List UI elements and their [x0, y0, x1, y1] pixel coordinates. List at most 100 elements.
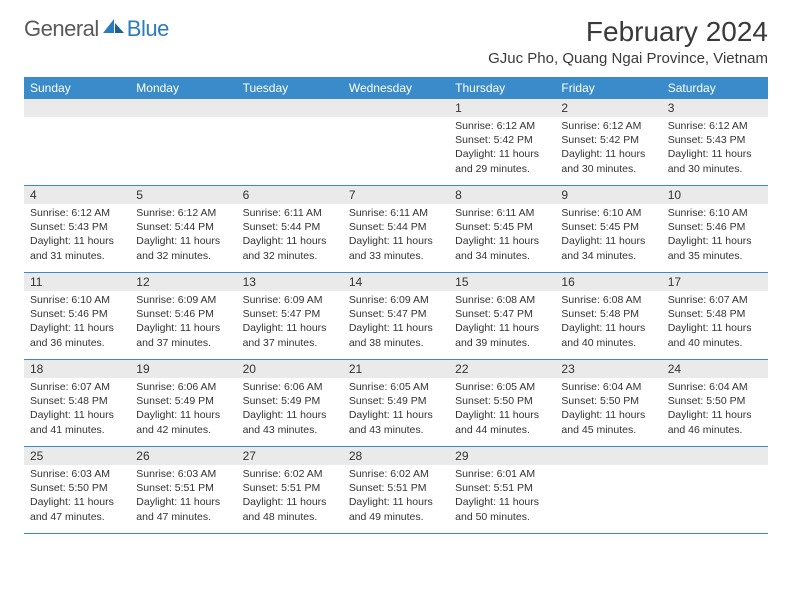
day-number: 15 — [449, 273, 555, 291]
calendar-cell: 15Sunrise: 6:08 AMSunset: 5:47 PMDayligh… — [449, 273, 555, 359]
cell-body: Sunrise: 6:09 AMSunset: 5:47 PMDaylight:… — [343, 291, 449, 354]
sunrise-text: Sunrise: 6:12 AM — [136, 206, 230, 220]
sunrise-text: Sunrise: 6:02 AM — [243, 467, 337, 481]
day-number: 23 — [555, 360, 661, 378]
calendar-cell: 24Sunrise: 6:04 AMSunset: 5:50 PMDayligh… — [662, 360, 768, 446]
sunrise-text: Sunrise: 6:10 AM — [668, 206, 762, 220]
cell-body: Sunrise: 6:07 AMSunset: 5:48 PMDaylight:… — [662, 291, 768, 354]
daylight1-text: Daylight: 11 hours — [136, 234, 230, 248]
day-number — [24, 99, 130, 117]
day-number: 26 — [130, 447, 236, 465]
calendar-cell: 5Sunrise: 6:12 AMSunset: 5:44 PMDaylight… — [130, 186, 236, 272]
daylight1-text: Daylight: 11 hours — [349, 408, 443, 422]
daylight2-text: and 43 minutes. — [243, 423, 337, 437]
daylight1-text: Daylight: 11 hours — [30, 495, 124, 509]
cell-body: Sunrise: 6:06 AMSunset: 5:49 PMDaylight:… — [237, 378, 343, 441]
calendar-cell: 28Sunrise: 6:02 AMSunset: 5:51 PMDayligh… — [343, 447, 449, 533]
calendar-cell: 10Sunrise: 6:10 AMSunset: 5:46 PMDayligh… — [662, 186, 768, 272]
day-number: 8 — [449, 186, 555, 204]
sunset-text: Sunset: 5:50 PM — [30, 481, 124, 495]
daylight2-text: and 32 minutes. — [136, 249, 230, 263]
sunset-text: Sunset: 5:50 PM — [455, 394, 549, 408]
daylight1-text: Daylight: 11 hours — [243, 408, 337, 422]
logo-sail-icon — [103, 16, 125, 39]
daylight1-text: Daylight: 11 hours — [455, 495, 549, 509]
daylight1-text: Daylight: 11 hours — [136, 321, 230, 335]
daylight1-text: Daylight: 11 hours — [243, 495, 337, 509]
sunrise-text: Sunrise: 6:07 AM — [668, 293, 762, 307]
daylight1-text: Daylight: 11 hours — [561, 408, 655, 422]
day-header-wednesday: Wednesday — [343, 77, 449, 99]
sunset-text: Sunset: 5:44 PM — [136, 220, 230, 234]
day-number: 6 — [237, 186, 343, 204]
day-number: 2 — [555, 99, 661, 117]
week-row: 11Sunrise: 6:10 AMSunset: 5:46 PMDayligh… — [24, 273, 768, 360]
daylight1-text: Daylight: 11 hours — [30, 234, 124, 248]
sunrise-text: Sunrise: 6:08 AM — [561, 293, 655, 307]
cell-body: Sunrise: 6:10 AMSunset: 5:46 PMDaylight:… — [662, 204, 768, 267]
month-title: February 2024 — [488, 16, 768, 48]
sunset-text: Sunset: 5:49 PM — [243, 394, 337, 408]
day-number: 7 — [343, 186, 449, 204]
daylight1-text: Daylight: 11 hours — [561, 321, 655, 335]
day-number: 14 — [343, 273, 449, 291]
daylight2-text: and 46 minutes. — [668, 423, 762, 437]
logo-text-blue: Blue — [127, 16, 169, 42]
day-header-thursday: Thursday — [449, 77, 555, 99]
day-number: 28 — [343, 447, 449, 465]
sunrise-text: Sunrise: 6:12 AM — [455, 119, 549, 133]
daylight2-text: and 45 minutes. — [561, 423, 655, 437]
location-text: GJuc Pho, Quang Ngai Province, Vietnam — [488, 50, 768, 67]
sunrise-text: Sunrise: 6:04 AM — [561, 380, 655, 394]
daylight2-text: and 39 minutes. — [455, 336, 549, 350]
calendar-cell: 16Sunrise: 6:08 AMSunset: 5:48 PMDayligh… — [555, 273, 661, 359]
cell-body: Sunrise: 6:12 AMSunset: 5:42 PMDaylight:… — [555, 117, 661, 180]
calendar-cell: 4Sunrise: 6:12 AMSunset: 5:43 PMDaylight… — [24, 186, 130, 272]
calendar-cell — [662, 447, 768, 533]
calendar-cell: 11Sunrise: 6:10 AMSunset: 5:46 PMDayligh… — [24, 273, 130, 359]
calendar-cell: 26Sunrise: 6:03 AMSunset: 5:51 PMDayligh… — [130, 447, 236, 533]
daylight1-text: Daylight: 11 hours — [30, 321, 124, 335]
cell-body: Sunrise: 6:08 AMSunset: 5:48 PMDaylight:… — [555, 291, 661, 354]
daylight1-text: Daylight: 11 hours — [243, 234, 337, 248]
cell-body: Sunrise: 6:12 AMSunset: 5:43 PMDaylight:… — [662, 117, 768, 180]
calendar-cell: 7Sunrise: 6:11 AMSunset: 5:44 PMDaylight… — [343, 186, 449, 272]
sunrise-text: Sunrise: 6:04 AM — [668, 380, 762, 394]
sunrise-text: Sunrise: 6:02 AM — [349, 467, 443, 481]
day-headers-row: Sunday Monday Tuesday Wednesday Thursday… — [24, 77, 768, 99]
day-number: 5 — [130, 186, 236, 204]
day-number — [662, 447, 768, 465]
cell-body: Sunrise: 6:05 AMSunset: 5:49 PMDaylight:… — [343, 378, 449, 441]
cell-body: Sunrise: 6:12 AMSunset: 5:44 PMDaylight:… — [130, 204, 236, 267]
day-number: 29 — [449, 447, 555, 465]
calendar-cell: 27Sunrise: 6:02 AMSunset: 5:51 PMDayligh… — [237, 447, 343, 533]
day-number: 20 — [237, 360, 343, 378]
sunrise-text: Sunrise: 6:01 AM — [455, 467, 549, 481]
daylight2-text: and 43 minutes. — [349, 423, 443, 437]
day-header-saturday: Saturday — [662, 77, 768, 99]
sunrise-text: Sunrise: 6:06 AM — [243, 380, 337, 394]
day-header-tuesday: Tuesday — [237, 77, 343, 99]
day-number — [130, 99, 236, 117]
cell-body: Sunrise: 6:11 AMSunset: 5:44 PMDaylight:… — [237, 204, 343, 267]
daylight2-text: and 47 minutes. — [136, 510, 230, 524]
calendar-cell: 22Sunrise: 6:05 AMSunset: 5:50 PMDayligh… — [449, 360, 555, 446]
day-number — [343, 99, 449, 117]
day-number: 21 — [343, 360, 449, 378]
day-number — [237, 99, 343, 117]
daylight2-text: and 48 minutes. — [243, 510, 337, 524]
daylight2-text: and 37 minutes. — [243, 336, 337, 350]
daylight2-text: and 49 minutes. — [349, 510, 443, 524]
daylight1-text: Daylight: 11 hours — [668, 234, 762, 248]
day-number: 9 — [555, 186, 661, 204]
calendar-cell: 13Sunrise: 6:09 AMSunset: 5:47 PMDayligh… — [237, 273, 343, 359]
cell-body: Sunrise: 6:10 AMSunset: 5:46 PMDaylight:… — [24, 291, 130, 354]
daylight1-text: Daylight: 11 hours — [136, 408, 230, 422]
daylight1-text: Daylight: 11 hours — [455, 321, 549, 335]
daylight2-text: and 30 minutes. — [561, 162, 655, 176]
daylight2-text: and 30 minutes. — [668, 162, 762, 176]
week-row: 18Sunrise: 6:07 AMSunset: 5:48 PMDayligh… — [24, 360, 768, 447]
calendar-cell: 14Sunrise: 6:09 AMSunset: 5:47 PMDayligh… — [343, 273, 449, 359]
week-row: 4Sunrise: 6:12 AMSunset: 5:43 PMDaylight… — [24, 186, 768, 273]
sunset-text: Sunset: 5:47 PM — [349, 307, 443, 321]
